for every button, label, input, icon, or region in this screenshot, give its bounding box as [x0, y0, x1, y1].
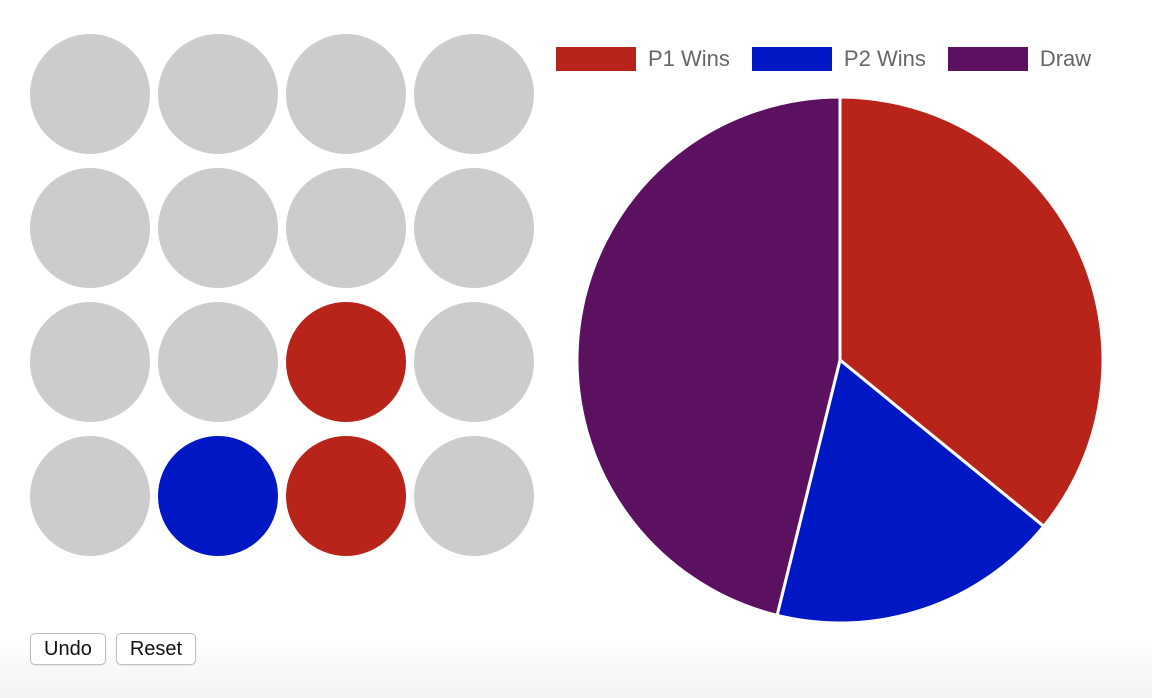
- board-cell-empty[interactable]: [414, 302, 534, 422]
- game-board: [30, 34, 534, 556]
- board-cell-empty[interactable]: [414, 436, 534, 556]
- board-cell-empty[interactable]: [158, 34, 278, 154]
- board-cell-p1[interactable]: [286, 436, 406, 556]
- legend-item[interactable]: Draw: [947, 46, 1092, 72]
- game-controls: Undo Reset: [30, 633, 197, 665]
- legend-item[interactable]: P1 Wins: [556, 46, 730, 72]
- legend-swatch: [947, 47, 1028, 71]
- chart-legend: P1 Wins P2 Wins Draw: [556, 46, 1113, 72]
- results-pie-chart: [575, 95, 1105, 625]
- board-cell-empty[interactable]: [30, 436, 150, 556]
- legend-label: P2 Wins: [843, 46, 926, 71]
- legend-label: P1 Wins: [648, 46, 730, 71]
- board-cell-empty[interactable]: [158, 302, 278, 422]
- legend-swatch: [556, 47, 636, 71]
- board-cell-empty[interactable]: [158, 168, 278, 288]
- board-cell-p1[interactable]: [286, 302, 406, 422]
- legend-swatch: [751, 47, 832, 71]
- board-cell-p2[interactable]: [158, 436, 278, 556]
- board-cell-empty[interactable]: [414, 168, 534, 288]
- reset-button[interactable]: Reset: [115, 633, 197, 665]
- board-cell-empty[interactable]: [286, 168, 406, 288]
- board-cell-empty[interactable]: [30, 302, 150, 422]
- pie-slice[interactable]: [575, 95, 842, 617]
- undo-button[interactable]: Undo: [30, 633, 106, 665]
- pie-slice[interactable]: [838, 95, 1105, 528]
- pie-slice[interactable]: [775, 358, 1046, 625]
- board-cell-empty[interactable]: [30, 168, 150, 288]
- board-cell-empty[interactable]: [30, 34, 150, 154]
- legend-label: Draw: [1039, 46, 1092, 71]
- board-cell-empty[interactable]: [414, 34, 534, 154]
- legend-item[interactable]: P2 Wins: [751, 46, 926, 72]
- board-cell-empty[interactable]: [286, 34, 406, 154]
